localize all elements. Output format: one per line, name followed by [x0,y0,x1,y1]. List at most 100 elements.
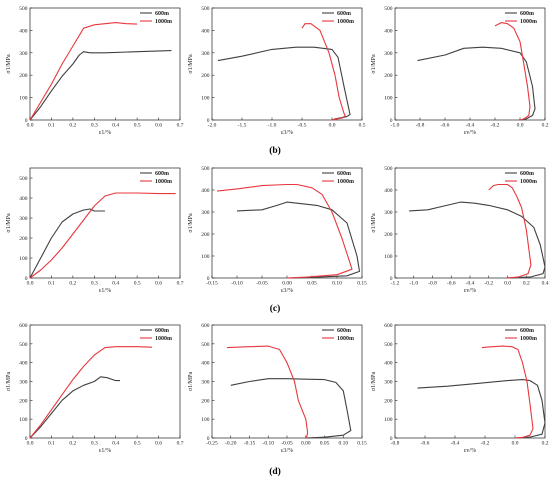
y-tick-label: 400 [384,361,393,367]
chart-panel-3: -1.0 -0.8 -0.6 -0.4 -0.2 0.0 0.2 0 100 200 300 400 5… [371,6,549,136]
y-axis-label: σ1/MPa [6,54,12,74]
x-tick-label: 0.6 [155,281,162,287]
row-label-d: (d) [269,466,281,477]
legend-label-1000m: 1000m [155,336,172,342]
y-tick-label: 0 [207,276,210,282]
series-line-1000m [216,183,353,279]
y-tick-label: 500 [201,166,210,172]
x-tick-label: -0.10 [263,441,275,447]
y-axis-label: σ1/MPa [188,54,194,74]
y-tick-label: 500 [384,342,393,348]
y-axis-label: σ1/MPa [371,213,377,233]
x-tick-label: 0.7 [177,281,184,287]
legend-label-1000m: 1000m [337,336,354,342]
x-tick-label: -0.2 [484,281,493,287]
y-axis-label: σ1/MPa [188,213,194,233]
x-axis-label: εv/% [464,130,476,136]
series-line-1000m [494,22,531,121]
y-tick-label: 100 [384,254,393,260]
x-tick-label: -0.05 [281,441,293,447]
x-tick-label: 0.1 [48,281,55,287]
y-tick-label: 0 [207,436,210,442]
y-tick-label: 0 [25,276,28,282]
x-tick-label: 0.0 [504,281,511,287]
series-line-1000m [29,346,153,439]
y-tick-label: 0 [25,436,28,442]
legend-label-1000m: 1000m [155,19,172,25]
y-tick-label: 200 [19,236,28,242]
y-tick-label: 200 [384,398,393,404]
y-tick-label: 500 [19,6,28,12]
x-axis-label: εv/% [464,288,476,294]
y-tick-label: 400 [19,361,28,367]
chart-panel-1: 0.0 0.1 0.2 0.3 0.4 0.5 0.6 0.7 0 100 200 300 400 500… [6,6,184,136]
x-axis-label: ε3/% [281,130,293,136]
x-tick-label: -0.6 [447,281,456,287]
x-tick-label: 0.0 [27,281,34,287]
y-tick-label: 200 [201,398,210,404]
x-tick-label: -0.4 [466,123,475,129]
x-tick-label: 0.4 [112,281,119,287]
x-tick-label: 0.7 [177,441,184,447]
legend-label-1000m: 1000m [337,19,354,25]
series-line-1000m [488,183,532,279]
series-line-1000m [29,192,176,279]
y-tick-label: 100 [201,254,210,260]
x-axis-label: ε1/% [99,448,111,454]
plot-frame [29,167,181,279]
x-tick-label: -0.15 [244,441,256,447]
x-tick-label: 0.05 [320,441,330,447]
plot-frame [211,7,363,121]
x-tick-label: -1.0 [268,123,277,129]
x-axis-label: ε1/% [99,288,111,294]
y-tick-label: 400 [201,361,210,367]
x-tick-label: 0.5 [359,123,366,129]
y-axis-label: σ1/MPa [371,372,377,392]
y-tick-label: 0 [207,118,210,124]
y-tick-label: 400 [19,28,28,34]
y-tick-label: 400 [201,188,210,194]
series-line-600m [230,378,352,439]
y-tick-label: 0 [390,436,393,442]
series-line-600m [236,201,361,279]
x-tick-label: 0.15 [357,441,367,447]
y-tick-label: 100 [19,96,28,102]
x-tick-label: 0.3 [91,281,98,287]
x-tick-label: 0.4 [112,441,119,447]
chart-panel-4: 0.0 0.1 0.2 0.3 0.4 0.5 0.6 0.7 0 100 200 300 400 500… [6,167,184,294]
y-tick-label: 300 [19,51,28,57]
x-tick-label: 0.10 [338,441,348,447]
legend-label-1000m: 1000m [520,19,537,25]
y-tick-label: 100 [384,417,393,423]
legend-label-600m: 600m [337,11,351,17]
legend-label-1000m: 1000m [520,179,537,185]
x-tick-label: 0.2 [542,123,549,129]
x-tick-label: -0.2 [481,441,490,447]
y-tick-label: 500 [201,342,210,348]
y-tick-label: 200 [19,73,28,79]
y-tick-label: 400 [384,188,393,194]
series-line-600m [417,379,546,439]
series-line-1000m [301,23,346,121]
y-tick-label: 400 [19,196,28,202]
series-line-600m [29,50,172,121]
x-tick-label: 0.0 [27,123,34,129]
series-line-600m [417,46,536,121]
y-axis-label: σ1/MPa [6,213,12,233]
y-tick-label: 400 [201,28,210,34]
y-axis-label: σ1/MPa [6,372,12,392]
y-tick-label: 300 [201,210,210,216]
y-tick-label: 0 [25,118,28,124]
x-tick-label: 0.0 [512,441,519,447]
x-tick-label: 0.7 [177,123,184,129]
x-tick-label: 0.0 [329,123,336,129]
series-line-600m [409,201,546,279]
y-tick-label: 400 [384,28,393,34]
x-axis-label: εv/% [464,448,476,454]
x-tick-label: -0.8 [391,441,400,447]
x-tick-label: 0.1 [48,441,55,447]
x-tick-label: -0.15 [206,281,218,287]
x-tick-label: -1.2 [391,281,400,287]
chart-panel-2: -2.0 -1.5 -1.0 -0.5 0.0 0.5 0 100 200 300 400 500 ε3… [188,6,366,136]
x-tick-label: -0.6 [421,441,430,447]
